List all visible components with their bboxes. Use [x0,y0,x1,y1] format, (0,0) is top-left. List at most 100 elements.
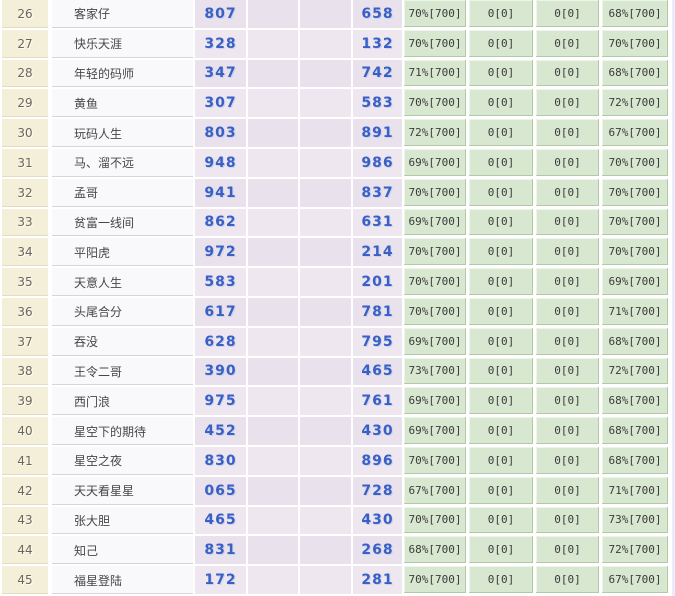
user-name: 孟哥 [52,178,195,209]
stat-count-1: 0[0] [469,89,536,120]
stat-count-1: 0[0] [469,446,536,477]
right-edge-strip [671,566,675,596]
stat-hit-rate-2: 72%[700] [602,89,671,120]
pick-number-1: 347 [195,59,248,90]
pick-number-2: 268 [353,536,404,567]
pick-number-1: 807 [195,0,248,30]
pick-number-2: 631 [353,208,404,239]
user-name: 平阳虎 [52,238,195,269]
rank-cell: 44 [0,536,52,567]
stat-hit-rate-1: 70%[700] [404,29,469,60]
right-edge-strip [671,417,675,447]
pick-number-1: 975 [195,387,248,418]
blank-cell [300,566,353,596]
stat-hit-rate-1: 71%[700] [404,59,469,90]
stat-count-1: 0[0] [469,387,536,418]
pick-number-2: 658 [353,0,404,30]
stat-hit-rate-1: 69%[700] [404,148,469,179]
user-name: 吞没 [52,327,195,358]
pick-number-2: 891 [353,119,404,149]
stat-count-1: 0[0] [469,119,536,149]
blank-cell [248,506,300,537]
right-edge-strip [671,327,675,358]
rank-cell: 26 [0,0,52,30]
stat-count-2: 0[0] [536,89,602,120]
right-edge-strip [671,0,675,30]
stat-hit-rate-1: 70%[700] [404,89,469,120]
blank-cell [248,208,300,239]
user-name: 马、溜不远 [52,148,195,179]
stat-hit-rate-1: 70%[700] [404,178,469,209]
stat-hit-rate-2: 73%[700] [602,506,671,537]
pick-number-2: 214 [353,238,404,269]
rank-cell: 35 [0,268,52,298]
blank-cell [248,446,300,477]
stat-hit-rate-2: 72%[700] [602,536,671,567]
stat-hit-rate-2: 68%[700] [602,417,671,447]
stat-count-2: 0[0] [536,476,602,507]
blank-cell [248,238,300,269]
rank-cell: 29 [0,89,52,120]
stat-hit-rate-1: 68%[700] [404,536,469,567]
stat-hit-rate-2: 68%[700] [602,59,671,90]
right-edge-strip [671,148,675,179]
stat-count-1: 0[0] [469,208,536,239]
rank-cell: 43 [0,506,52,537]
rank-cell: 41 [0,446,52,477]
right-edge-strip [671,89,675,120]
stat-count-2: 0[0] [536,446,602,477]
stat-hit-rate-2: 71%[700] [602,476,671,507]
table-row: 43 张大胆 465 430 70%[700] 0[0] 0[0] 73%[700] [0,506,675,537]
stat-hit-rate-2: 70%[700] [602,178,671,209]
user-name: 天天看星星 [52,476,195,507]
table-row: 39 西门浪 975 761 69%[700] 0[0] 0[0] 68%[700] [0,387,675,418]
stat-hit-rate-2: 68%[700] [602,327,671,358]
rank-cell: 31 [0,148,52,179]
stat-count-2: 0[0] [536,387,602,418]
user-name: 星空之夜 [52,446,195,477]
pick-number-1: 328 [195,29,248,60]
table-row: 28 年轻的码师 347 742 71%[700] 0[0] 0[0] 68%[700] [0,59,675,90]
right-edge-strip [671,387,675,418]
stat-hit-rate-1: 73%[700] [404,357,469,388]
stat-hit-rate-2: 69%[700] [602,268,671,298]
user-name: 黄鱼 [52,89,195,120]
stat-hit-rate-1: 70%[700] [404,506,469,537]
stat-count-1: 0[0] [469,327,536,358]
stat-hit-rate-1: 70%[700] [404,268,469,298]
stat-count-1: 0[0] [469,417,536,447]
right-edge-strip [671,59,675,90]
rank-cell: 40 [0,417,52,447]
stat-count-1: 0[0] [469,566,536,596]
stat-count-2: 0[0] [536,238,602,269]
table-row: 41 星空之夜 830 896 70%[700] 0[0] 0[0] 68%[700] [0,446,675,477]
stat-hit-rate-2: 71%[700] [602,297,671,328]
stat-hit-rate-1: 70%[700] [404,238,469,269]
rank-cell: 37 [0,327,52,358]
pick-number-2: 281 [353,566,404,596]
pick-number-2: 837 [353,178,404,209]
stat-count-2: 0[0] [536,327,602,358]
stat-count-2: 0[0] [536,148,602,179]
blank-cell [248,417,300,447]
pick-number-1: 465 [195,506,248,537]
rank-cell: 28 [0,59,52,90]
table-row: 38 王令二哥 390 465 73%[700] 0[0] 0[0] 72%[700] [0,357,675,388]
table-row: 37 吞没 628 795 69%[700] 0[0] 0[0] 68%[700] [0,327,675,358]
blank-cell [300,0,353,30]
blank-cell [300,29,353,60]
stat-hit-rate-1: 70%[700] [404,0,469,30]
stat-hit-rate-1: 70%[700] [404,566,469,596]
table-row: 45 福星登陆 172 281 70%[700] 0[0] 0[0] 67%[700] [0,566,675,596]
right-edge-strip [671,208,675,239]
stat-count-2: 0[0] [536,506,602,537]
user-name: 星空下的期待 [52,417,195,447]
stat-hit-rate-1: 70%[700] [404,297,469,328]
pick-number-1: 831 [195,536,248,567]
stat-hit-rate-2: 68%[700] [602,0,671,30]
blank-cell [300,238,353,269]
blank-cell [248,476,300,507]
blank-cell [300,417,353,447]
stat-count-1: 0[0] [469,297,536,328]
user-name: 玩码人生 [52,119,195,149]
